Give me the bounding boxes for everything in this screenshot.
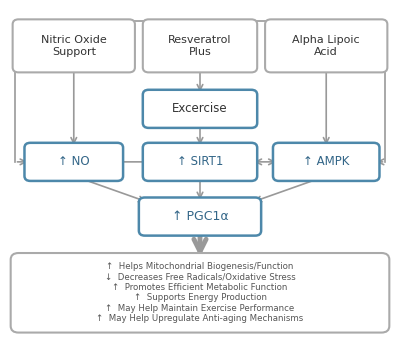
- Text: Nitric Oxide
Support: Nitric Oxide Support: [41, 35, 107, 57]
- FancyBboxPatch shape: [265, 19, 387, 72]
- Text: ↑ AMPK: ↑ AMPK: [303, 155, 350, 168]
- Text: Excercise: Excercise: [172, 102, 228, 115]
- FancyBboxPatch shape: [143, 19, 257, 72]
- FancyBboxPatch shape: [11, 253, 389, 333]
- Text: ↑ PGC1α: ↑ PGC1α: [172, 210, 228, 223]
- FancyBboxPatch shape: [13, 19, 135, 72]
- Text: ↑  Helps Mitochondrial Biogenesis/Function
↓  Decreases Free Radicals/Oxidative : ↑ Helps Mitochondrial Biogenesis/Functio…: [96, 262, 304, 323]
- FancyBboxPatch shape: [24, 143, 123, 181]
- Text: Alpha Lipoic
Acid: Alpha Lipoic Acid: [292, 35, 360, 57]
- FancyBboxPatch shape: [273, 143, 380, 181]
- Text: Resveratrol
Plus: Resveratrol Plus: [168, 35, 232, 57]
- FancyBboxPatch shape: [143, 90, 257, 128]
- FancyBboxPatch shape: [143, 143, 257, 181]
- Text: ↑ NO: ↑ NO: [58, 155, 90, 168]
- FancyBboxPatch shape: [139, 197, 261, 236]
- Text: ↑ SIRT1: ↑ SIRT1: [177, 155, 223, 168]
